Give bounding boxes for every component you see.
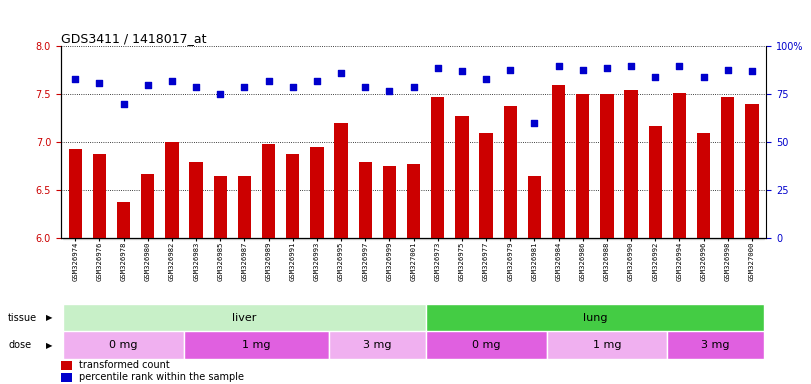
Bar	[552, 85, 565, 238]
Text: 3 mg: 3 mg	[363, 340, 392, 350]
Bar	[329, 331, 426, 359]
Point	[141, 82, 154, 88]
Point	[624, 63, 637, 69]
Point	[69, 76, 82, 82]
Point	[335, 70, 348, 76]
Bar	[61, 361, 72, 370]
Point	[93, 80, 106, 86]
Point	[214, 91, 227, 98]
Bar	[479, 133, 493, 238]
Bar	[600, 94, 614, 238]
Bar	[184, 331, 329, 359]
Bar	[238, 176, 251, 238]
Text: percentile rank within the sample: percentile rank within the sample	[79, 372, 244, 382]
Text: GDS3411 / 1418017_at: GDS3411 / 1418017_at	[61, 32, 206, 45]
Bar	[528, 176, 541, 238]
Bar	[61, 372, 72, 382]
Bar	[286, 154, 299, 238]
Bar	[673, 93, 686, 238]
Bar	[311, 147, 324, 238]
Point	[649, 74, 662, 80]
Text: 1 mg: 1 mg	[593, 340, 621, 350]
Bar	[721, 98, 735, 238]
Point	[456, 68, 469, 74]
Point	[504, 66, 517, 73]
Bar	[63, 331, 184, 359]
Bar	[624, 90, 637, 238]
Bar	[190, 162, 203, 238]
Bar	[383, 167, 396, 238]
Bar	[358, 162, 372, 238]
Bar	[165, 142, 178, 238]
Point	[407, 84, 420, 90]
Text: 1 mg: 1 mg	[242, 340, 271, 350]
Text: 3 mg: 3 mg	[702, 340, 730, 350]
Bar	[92, 154, 106, 238]
Bar	[745, 104, 758, 238]
Bar	[426, 331, 547, 359]
Point	[600, 65, 613, 71]
Point	[286, 84, 299, 90]
Text: dose: dose	[8, 340, 32, 350]
Point	[358, 84, 371, 90]
Text: transformed count: transformed count	[79, 360, 170, 370]
Point	[552, 63, 565, 69]
Bar	[649, 126, 662, 238]
Bar	[141, 174, 154, 238]
Point	[190, 84, 203, 90]
Text: tissue: tissue	[8, 313, 37, 323]
Point	[697, 74, 710, 80]
Bar	[547, 331, 667, 359]
Bar	[262, 144, 275, 238]
Bar	[697, 133, 710, 238]
Point	[311, 78, 324, 84]
Text: ▶: ▶	[46, 313, 53, 322]
Bar	[576, 94, 590, 238]
Point	[577, 66, 590, 73]
Point	[165, 78, 178, 84]
Bar	[334, 123, 348, 238]
Point	[431, 65, 444, 71]
Bar	[117, 202, 131, 238]
Bar	[504, 106, 517, 238]
Bar	[213, 176, 227, 238]
Point	[238, 84, 251, 90]
Text: 0 mg: 0 mg	[472, 340, 500, 350]
Point	[262, 78, 275, 84]
Text: lung: lung	[582, 313, 607, 323]
Point	[117, 101, 130, 107]
Bar	[63, 304, 426, 331]
Point	[528, 120, 541, 126]
Bar	[667, 331, 764, 359]
Bar	[426, 304, 764, 331]
Bar	[69, 149, 82, 238]
Point	[745, 68, 758, 74]
Point	[721, 66, 734, 73]
Point	[383, 88, 396, 94]
Point	[673, 63, 686, 69]
Bar	[455, 116, 469, 238]
Text: liver: liver	[232, 313, 256, 323]
Bar	[431, 98, 444, 238]
Bar	[407, 164, 420, 238]
Text: 0 mg: 0 mg	[109, 340, 138, 350]
Point	[479, 76, 492, 82]
Text: ▶: ▶	[46, 341, 53, 350]
